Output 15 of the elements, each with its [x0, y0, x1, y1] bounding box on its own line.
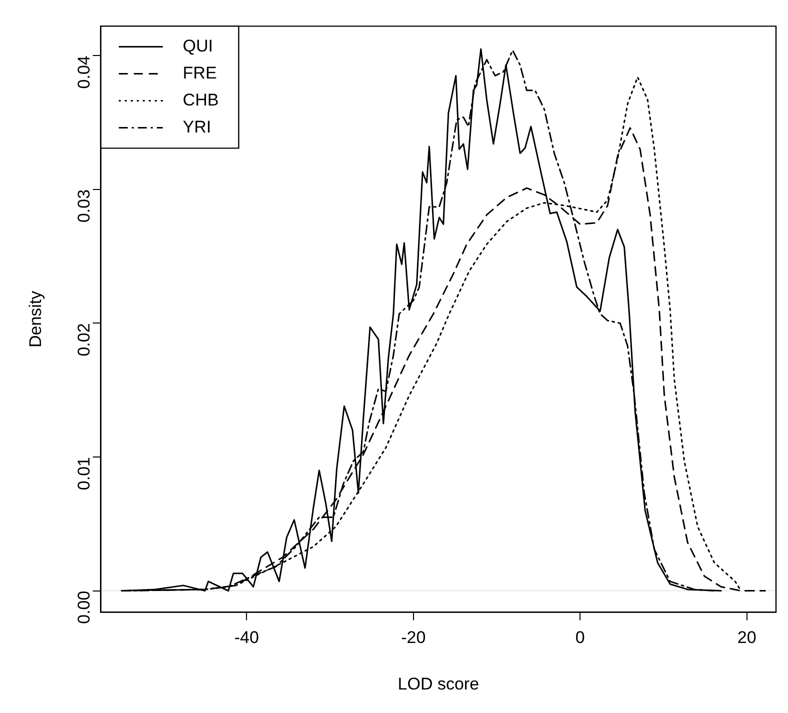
- legend-label: YRI: [182, 117, 212, 136]
- y-tick-label: 0.04: [74, 56, 94, 89]
- legend-label: CHB: [182, 90, 219, 110]
- y-tick-label: 0.02: [74, 323, 94, 356]
- x-tick-label: -20: [401, 628, 426, 648]
- y-axis-title: Density: [26, 290, 45, 348]
- x-axis-title: LOD score: [398, 674, 480, 694]
- x-tick-label: -40: [234, 628, 259, 648]
- y-tick-label: 0.00: [74, 590, 94, 624]
- legend-label: QUI: [182, 36, 214, 56]
- x-tick-label: 0: [575, 628, 585, 648]
- y-tick-label: 0.03: [74, 189, 94, 223]
- legend-label: FRE: [182, 63, 217, 82]
- y-tick-label: 0.01: [74, 457, 94, 490]
- x-tick-label: 20: [737, 628, 756, 648]
